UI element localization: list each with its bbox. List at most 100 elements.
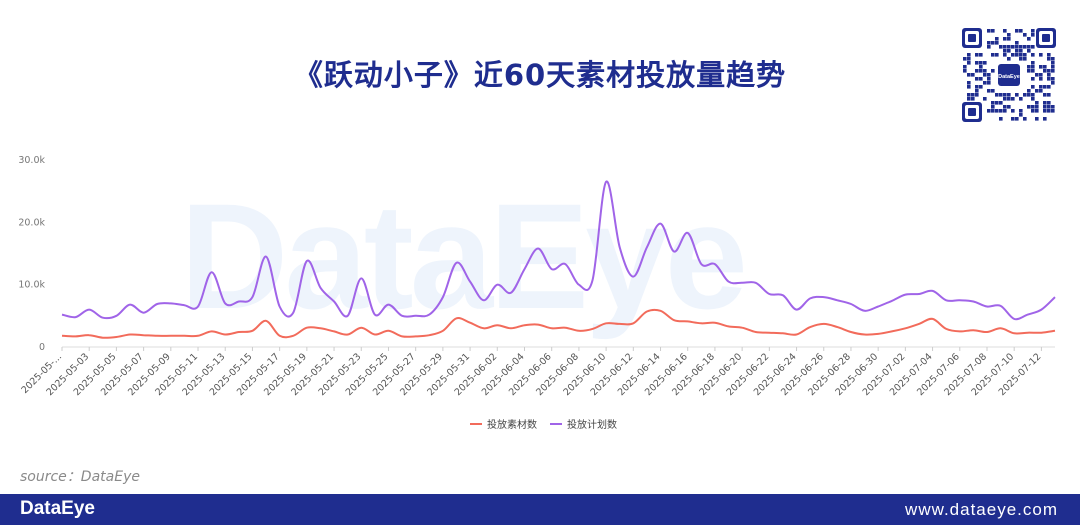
qr-cell bbox=[975, 69, 979, 73]
qr-cell bbox=[987, 45, 991, 49]
qr-cell bbox=[1051, 61, 1055, 65]
qr-cell bbox=[967, 85, 971, 89]
qr-cell bbox=[987, 29, 991, 33]
qr-cell bbox=[1003, 45, 1007, 49]
qr-cell bbox=[1027, 89, 1031, 93]
qr-cell bbox=[967, 93, 971, 97]
qr-cell bbox=[991, 53, 995, 57]
qr-cell bbox=[1031, 85, 1035, 89]
qr-cell bbox=[1043, 109, 1047, 113]
series-line-material bbox=[61, 308, 1056, 339]
series-lines bbox=[61, 180, 1056, 339]
qr-cell bbox=[1043, 93, 1047, 97]
qr-logo-text: DataEye bbox=[998, 74, 1020, 80]
qr-cell bbox=[1007, 37, 1011, 41]
qr-cell bbox=[1023, 57, 1027, 61]
qr-cell bbox=[1031, 65, 1035, 69]
qr-cell bbox=[999, 109, 1003, 113]
qr-cell bbox=[1007, 93, 1011, 97]
legend-label[interactable]: 投放素材数 bbox=[487, 418, 537, 431]
qr-cell bbox=[1023, 45, 1027, 49]
qr-cell bbox=[991, 69, 995, 73]
qr-cell bbox=[1035, 117, 1039, 121]
qr-cell bbox=[1007, 49, 1011, 53]
qr-cell bbox=[1027, 65, 1031, 69]
qr-cell bbox=[999, 101, 1003, 105]
qr-cell bbox=[1007, 33, 1011, 37]
qr-cell bbox=[1047, 73, 1051, 77]
qr-cell bbox=[1027, 93, 1031, 97]
qr-cell bbox=[1031, 33, 1035, 37]
qr-cell bbox=[1047, 109, 1051, 113]
qr-cell bbox=[1007, 57, 1011, 61]
qr-cell bbox=[967, 81, 971, 85]
qr-cell bbox=[1011, 117, 1015, 121]
footer-bar: DataEye www.dataeye.com bbox=[0, 494, 1080, 525]
qr-cell bbox=[1039, 77, 1043, 81]
footer-brand: DataEye bbox=[20, 498, 95, 519]
qr-cell bbox=[1003, 109, 1007, 113]
qr-cell bbox=[1027, 105, 1031, 109]
qr-cell bbox=[1027, 37, 1031, 41]
footer-url[interactable]: www.dataeye.com bbox=[905, 500, 1058, 519]
qr-cell bbox=[975, 77, 979, 81]
qr-cell bbox=[963, 65, 967, 69]
qr-cell bbox=[1035, 89, 1039, 93]
qr-cell bbox=[991, 109, 995, 113]
qr-cell bbox=[1031, 77, 1035, 81]
qr-cell bbox=[1051, 105, 1055, 109]
qr-cell bbox=[983, 73, 987, 77]
qr-cell bbox=[1015, 93, 1019, 97]
qr-cell bbox=[1031, 53, 1035, 57]
qr-cell bbox=[975, 61, 979, 65]
qr-cell bbox=[1047, 105, 1051, 109]
qr-cell bbox=[1019, 29, 1023, 33]
qr-cell bbox=[1031, 97, 1035, 101]
qr-cell bbox=[1019, 45, 1023, 49]
qr-cell bbox=[1043, 69, 1047, 73]
qr-cell bbox=[971, 97, 975, 101]
qr-cell bbox=[1051, 81, 1055, 85]
qr-cell bbox=[1007, 97, 1011, 101]
qr-cell bbox=[987, 109, 991, 113]
qr-cell bbox=[1031, 69, 1035, 73]
qr-cell bbox=[979, 77, 983, 81]
qr-cell bbox=[987, 73, 991, 77]
qr-cell bbox=[999, 45, 1003, 49]
qr-cell bbox=[1031, 45, 1035, 49]
page-title: 《跃动小子》近60天素材投放量趋势 bbox=[293, 58, 787, 92]
qr-cell bbox=[999, 117, 1003, 121]
qr-cell bbox=[991, 101, 995, 105]
qr-cell bbox=[971, 93, 975, 97]
qr-cell bbox=[963, 69, 967, 73]
qr-cell bbox=[1047, 93, 1051, 97]
qr-cell bbox=[975, 53, 979, 57]
qr-cell bbox=[1007, 105, 1011, 109]
qr-cell bbox=[1035, 101, 1039, 105]
qr-cell bbox=[983, 61, 987, 65]
qr-cell bbox=[1011, 97, 1015, 101]
qr-cell bbox=[979, 53, 983, 57]
legend-label[interactable]: 投放计划数 bbox=[567, 418, 617, 431]
qr-cell bbox=[991, 41, 995, 45]
qr-cell bbox=[1019, 97, 1023, 101]
y-tick-label: 10.0k bbox=[18, 280, 45, 291]
y-tick-label: 20.0k bbox=[18, 217, 45, 228]
qr-cell bbox=[983, 81, 987, 85]
qr-cell bbox=[995, 101, 999, 105]
qr-cell bbox=[1019, 57, 1023, 61]
qr-cell bbox=[1003, 105, 1007, 109]
qr-cell bbox=[1019, 49, 1023, 53]
line-chart: 0 10.0k 20.0k 30.0k 2025-05-...2025-05-0320… bbox=[18, 155, 1056, 431]
qr-cell bbox=[1031, 61, 1035, 65]
qr-cell bbox=[975, 89, 979, 93]
qr-cell bbox=[1003, 37, 1007, 41]
qr-cell bbox=[995, 93, 999, 97]
qr-cell bbox=[1035, 73, 1039, 77]
qr-cell bbox=[987, 77, 991, 81]
qr-cell bbox=[1047, 69, 1051, 73]
qr-cell bbox=[999, 93, 1003, 97]
qr-cell bbox=[975, 85, 979, 89]
qr-cell bbox=[995, 109, 999, 113]
qr-cell bbox=[1047, 85, 1051, 89]
